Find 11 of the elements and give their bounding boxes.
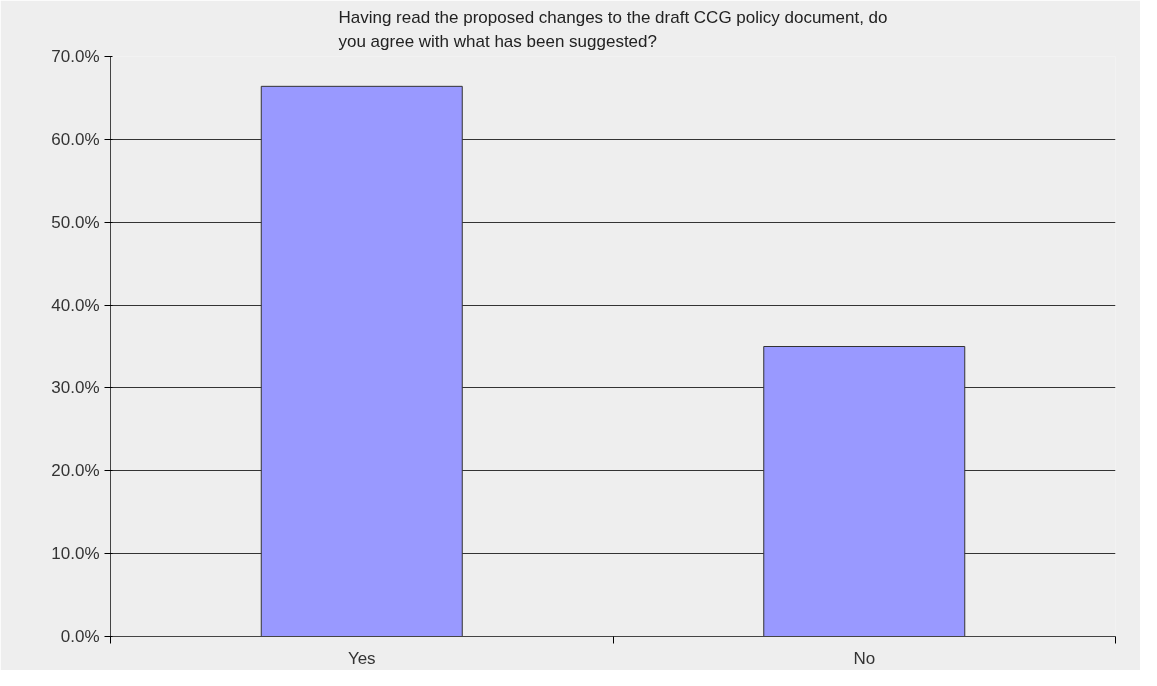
y-tick-label: 10.0% (51, 544, 100, 564)
y-tick-label: 20.0% (51, 461, 100, 481)
y-tick-label: 0.0% (60, 627, 100, 646)
y-tick-label: 30.0% (51, 378, 100, 398)
x-tick-label: No (853, 648, 876, 668)
y-tick-label: 70.0% (51, 47, 100, 66)
y-tick-label: 60.0% (51, 129, 100, 149)
x-tick-label: Yes (347, 648, 376, 668)
y-tick-label: 50.0% (51, 212, 100, 232)
y-tick-label: 40.0% (51, 295, 100, 315)
chart-title: Having read the proposed changes to the draft CCG policy document, do you agree with what has been suggested? (338, 7, 888, 52)
